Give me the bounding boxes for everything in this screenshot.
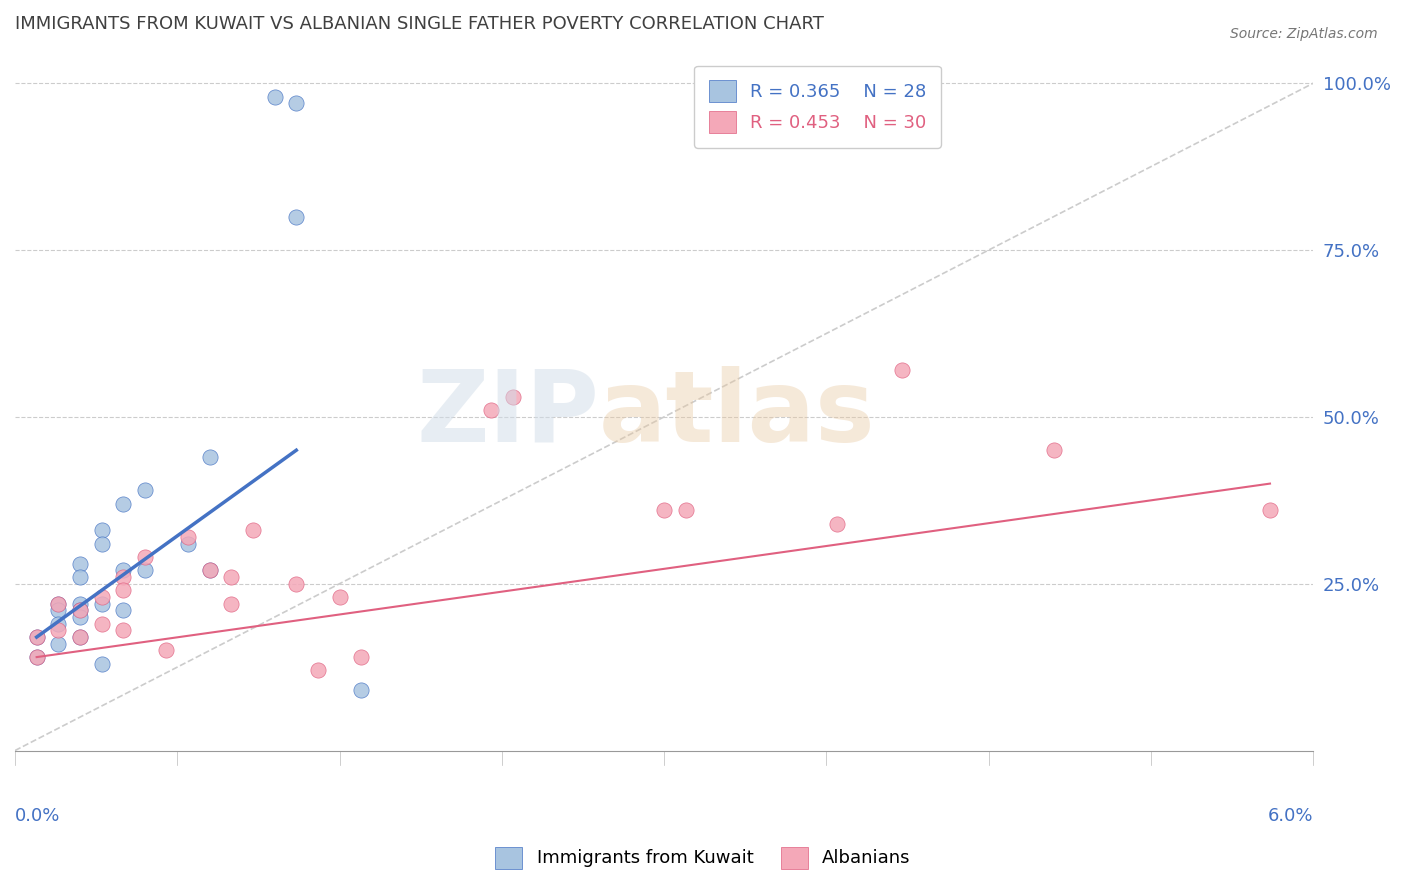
Point — [350, 683, 373, 698]
Point — [155, 643, 177, 657]
Legend: R = 0.365    N = 28, R = 0.453    N = 30: R = 0.365 N = 28, R = 0.453 N = 30 — [695, 66, 941, 148]
Point — [46, 616, 69, 631]
Point — [1042, 443, 1064, 458]
Point — [69, 610, 91, 624]
Point — [90, 536, 112, 550]
Legend: Immigrants from Kuwait, Albanians: Immigrants from Kuwait, Albanians — [481, 832, 925, 883]
Point — [112, 603, 135, 617]
Point — [198, 563, 221, 577]
Text: IMMIGRANTS FROM KUWAIT VS ALBANIAN SINGLE FATHER POVERTY CORRELATION CHART: IMMIGRANTS FROM KUWAIT VS ALBANIAN SINGL… — [15, 15, 824, 33]
Point — [69, 630, 91, 644]
Point — [69, 630, 91, 644]
Point — [177, 530, 200, 544]
Point — [69, 557, 91, 571]
Point — [198, 563, 221, 577]
Point — [112, 583, 135, 598]
Point — [69, 597, 91, 611]
Point — [90, 616, 112, 631]
Point — [69, 603, 91, 617]
Point — [25, 630, 48, 644]
Point — [46, 597, 69, 611]
Point — [112, 624, 135, 638]
Point — [112, 563, 135, 577]
Point — [891, 363, 914, 377]
Point — [112, 497, 135, 511]
Point — [90, 597, 112, 611]
Point — [479, 403, 502, 417]
Point — [285, 576, 308, 591]
Point — [285, 210, 308, 224]
Point — [46, 597, 69, 611]
Point — [285, 96, 308, 111]
Point — [25, 650, 48, 665]
Point — [242, 524, 264, 538]
Point — [263, 89, 285, 103]
Point — [329, 590, 352, 604]
Point — [307, 664, 329, 678]
Text: ZIP: ZIP — [416, 366, 599, 463]
Point — [134, 483, 156, 498]
Text: atlas: atlas — [599, 366, 876, 463]
Point — [350, 650, 373, 665]
Point — [25, 630, 48, 644]
Point — [502, 390, 524, 404]
Point — [112, 570, 135, 584]
Text: 0.0%: 0.0% — [15, 806, 60, 824]
Point — [825, 516, 848, 531]
Point — [177, 536, 200, 550]
Point — [1258, 503, 1281, 517]
Text: Source: ZipAtlas.com: Source: ZipAtlas.com — [1230, 27, 1378, 41]
Point — [90, 590, 112, 604]
Point — [25, 650, 48, 665]
Point — [69, 603, 91, 617]
Point — [221, 570, 243, 584]
Point — [134, 549, 156, 564]
Point — [675, 503, 697, 517]
Point — [46, 637, 69, 651]
Point — [198, 450, 221, 464]
Text: 6.0%: 6.0% — [1268, 806, 1313, 824]
Point — [46, 624, 69, 638]
Point — [69, 570, 91, 584]
Point — [90, 524, 112, 538]
Point — [221, 597, 243, 611]
Point — [90, 657, 112, 671]
Point — [652, 503, 675, 517]
Point — [46, 603, 69, 617]
Point — [134, 563, 156, 577]
